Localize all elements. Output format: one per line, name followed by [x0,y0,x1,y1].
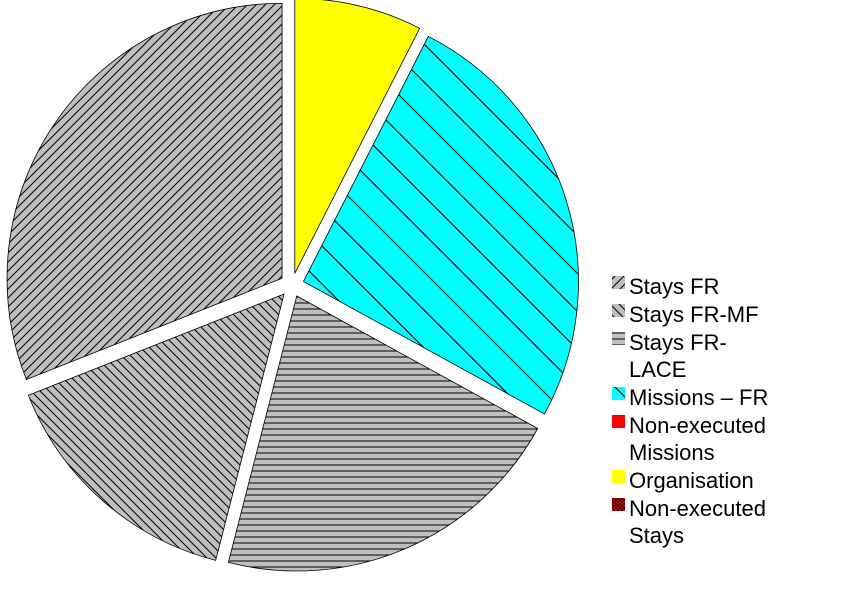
legend-entry-stays-fr-lace: Stays FR-LACE [612,330,727,382]
legend-entry-missions-fr: Missions – FR [612,385,768,410]
pie-slice-organisation [294,0,421,274]
legend-entry-stays-fr-mf: Stays FR-MF [612,302,759,327]
legend-label: Organisation [629,468,754,493]
legend-swatch [612,304,625,317]
legend-swatch [612,276,625,289]
legend-swatch [612,415,625,428]
legend-label: LACE [629,357,686,382]
pie-slice-stays-fr-mf [27,293,285,561]
legend-swatch [612,387,625,400]
pie-slice-missions-fr [302,35,579,415]
pie-slice-stays-fr-lace [227,295,539,572]
legend-swatch [612,332,625,345]
legend-label: Missions [629,440,715,465]
legend-entry-stays-fr: Stays FR [612,274,719,299]
legend-entry-organisation: Organisation [612,468,754,493]
legend-swatch [612,470,625,483]
legend-label: Stays FR- [629,330,727,355]
legend-label: Non-executed [629,413,766,438]
pie-slice-stays-fr [6,2,283,381]
legend-label: Missions – FR [629,385,768,410]
legend-label: Stays FR-MF [629,302,759,327]
legend-label: Non-executed [629,496,766,521]
legend: Stays FR Stays FR-MF Stays FR-LACE Missions… [612,274,768,548]
legend-label: Stays [629,523,684,548]
legend-label: Stays FR [629,274,719,299]
legend-swatch [612,498,625,511]
pie-slices [6,0,579,572]
